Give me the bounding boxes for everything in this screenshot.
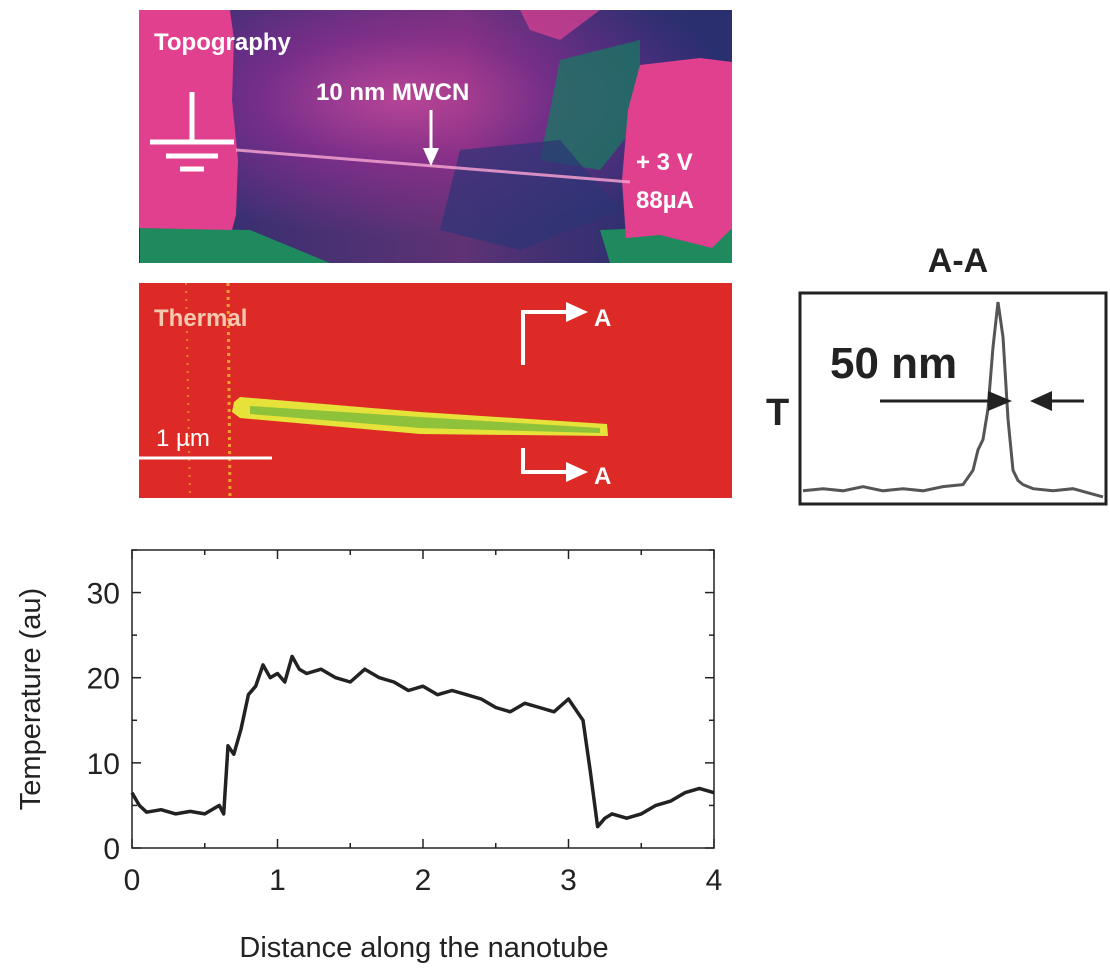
thermal-core	[250, 406, 600, 433]
voltage-label: + 3 V	[636, 149, 693, 176]
x-tick-label: 2	[415, 864, 432, 897]
topography-green-region	[540, 40, 640, 170]
tube-label: 10 nm MWCN	[316, 79, 469, 106]
section-frame	[798, 291, 1108, 506]
y-axis-label: Temperature (au)	[15, 588, 47, 810]
y-tick-label: 20	[87, 663, 120, 696]
x-tick-label: 0	[124, 864, 141, 897]
y-tick-label: 10	[87, 748, 120, 781]
left-electrode	[139, 10, 238, 230]
temperature-series-line	[130, 654, 715, 829]
thermal-background	[139, 283, 732, 498]
topography-label: Topography	[154, 29, 292, 56]
ground-icon	[150, 92, 234, 172]
temperature-chart: 0 1 2 3 4 0 10 20 30 Distance along the nanotube…	[15, 549, 723, 964]
x-tick-label: 3	[560, 864, 577, 897]
width-arrow-right-icon	[1030, 391, 1084, 411]
x-tick-label: 4	[706, 864, 723, 897]
section-ylabel: T	[766, 392, 789, 434]
thermal-panel: Thermal 1 µm A A	[139, 282, 732, 499]
scale-bar-label: 1 µm	[156, 425, 210, 452]
thermal-speckle	[226, 282, 232, 499]
topography-green-region	[140, 228, 330, 263]
section-inset: A-A T 50 nm	[766, 242, 1108, 506]
section-profile-line	[802, 301, 1104, 499]
topography-panel: Topography 10 nm MWCN + 3 V 88µA	[139, 10, 732, 263]
nanotube-trace	[235, 148, 631, 184]
section-marker-top: A	[594, 305, 611, 332]
section-arrow-bottom-icon	[521, 448, 588, 482]
width-arrow-left-icon	[880, 391, 1012, 411]
x-tick-label: 1	[269, 864, 286, 897]
tick-labels: 0 1 2 3 4 0 10 20 30	[87, 578, 723, 897]
topography-navy-region	[440, 140, 620, 250]
section-marker-bottom: A	[594, 463, 611, 490]
topography-streak	[520, 10, 600, 40]
y-tick-label: 0	[103, 833, 120, 866]
right-electrode	[622, 58, 732, 248]
plot-frame	[131, 549, 715, 849]
thermal-label: Thermal	[154, 305, 247, 332]
section-title: A-A	[928, 242, 988, 280]
y-tick-label: 30	[87, 578, 120, 611]
section-arrow-top-icon	[521, 302, 588, 365]
tube-arrow-icon	[423, 110, 439, 166]
x-axis-label: Distance along the nanotube	[239, 932, 608, 964]
current-label: 88µA	[636, 187, 694, 214]
section-width-label: 50 nm	[830, 339, 957, 388]
axis-ticks	[131, 549, 715, 849]
